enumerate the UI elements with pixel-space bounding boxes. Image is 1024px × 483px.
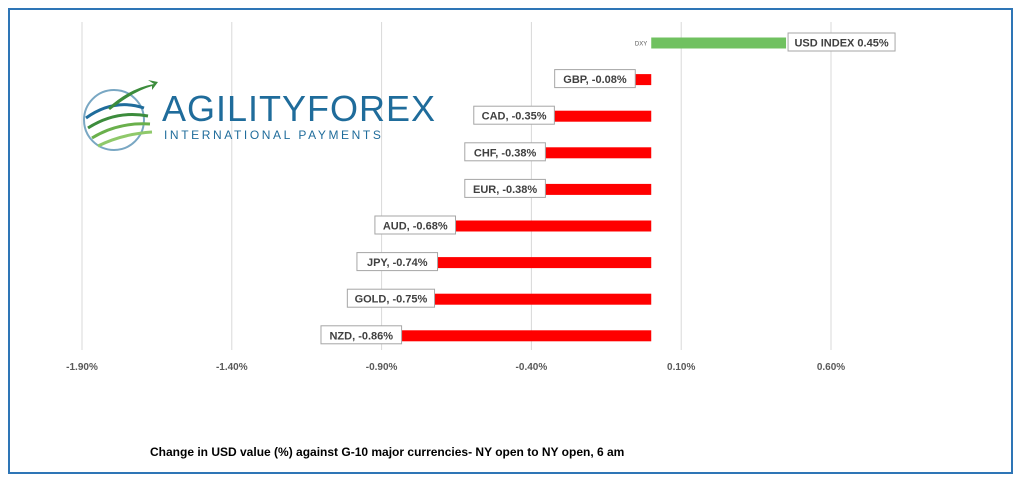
data-label-box (374, 215, 457, 235)
data-label-box (464, 142, 546, 162)
data-label-box (464, 178, 546, 198)
x-tick-label: -0.40% (516, 362, 548, 373)
data-label: AUD, -0.68% (383, 221, 448, 233)
agilityforex-logo: AGILITYFOREX INTERNATIONAL PAYMENTS (78, 78, 435, 158)
data-label: GOLD, -0.75% (355, 294, 428, 306)
data-label: GBP, -0.08% (563, 74, 627, 86)
bar-nzd (393, 330, 652, 342)
bar-dxy (651, 37, 787, 49)
x-tick-label: -1.40% (216, 362, 248, 373)
logo-text-main: AGILITYFOREX (162, 88, 437, 129)
data-label-box (320, 325, 403, 345)
data-label: EUR, -0.38% (473, 184, 537, 196)
data-label-box (787, 32, 896, 52)
gridlines (81, 22, 832, 350)
bar-eur (537, 183, 652, 195)
data-label-box (554, 69, 636, 89)
data-label-box (356, 252, 439, 272)
data-label: NZD, -0.86% (329, 330, 393, 342)
x-tick-label: 0.10% (667, 362, 695, 373)
bar-cad (546, 110, 652, 122)
x-tick-label: -0.90% (366, 362, 398, 373)
data-label: USD INDEX 0.45% (794, 38, 888, 50)
bar-aud (447, 220, 652, 232)
category-label: DXY (635, 42, 647, 48)
x-tick-label: -1.90% (66, 362, 98, 373)
chart-caption: Change in USD value (%) against G-10 maj… (150, 445, 625, 459)
bar-jpy (429, 257, 652, 269)
data-label: JPY, -0.74% (367, 257, 428, 269)
data-label: CAD, -0.35% (482, 111, 547, 123)
chart-frame (8, 8, 1013, 474)
bar-chf (537, 147, 652, 159)
data-label-box (346, 288, 436, 308)
data-label-box (473, 105, 555, 125)
logo-text-sub: INTERNATIONAL PAYMENTS (164, 128, 384, 142)
data-label: CHF, -0.38% (474, 147, 537, 159)
bar-gold (426, 293, 652, 305)
bars: DXY USD INDEX 0.45% GBP, -0.08% CAD, -0.35%… (320, 32, 896, 345)
bar-gbp (627, 74, 652, 86)
globe-swoosh-icon (83, 80, 158, 151)
x-tick-label: 0.60% (817, 362, 845, 373)
x-axis-ticks: -1.90% -1.40% -0.90% -0.40% 0.10% 0.60% (66, 362, 845, 373)
